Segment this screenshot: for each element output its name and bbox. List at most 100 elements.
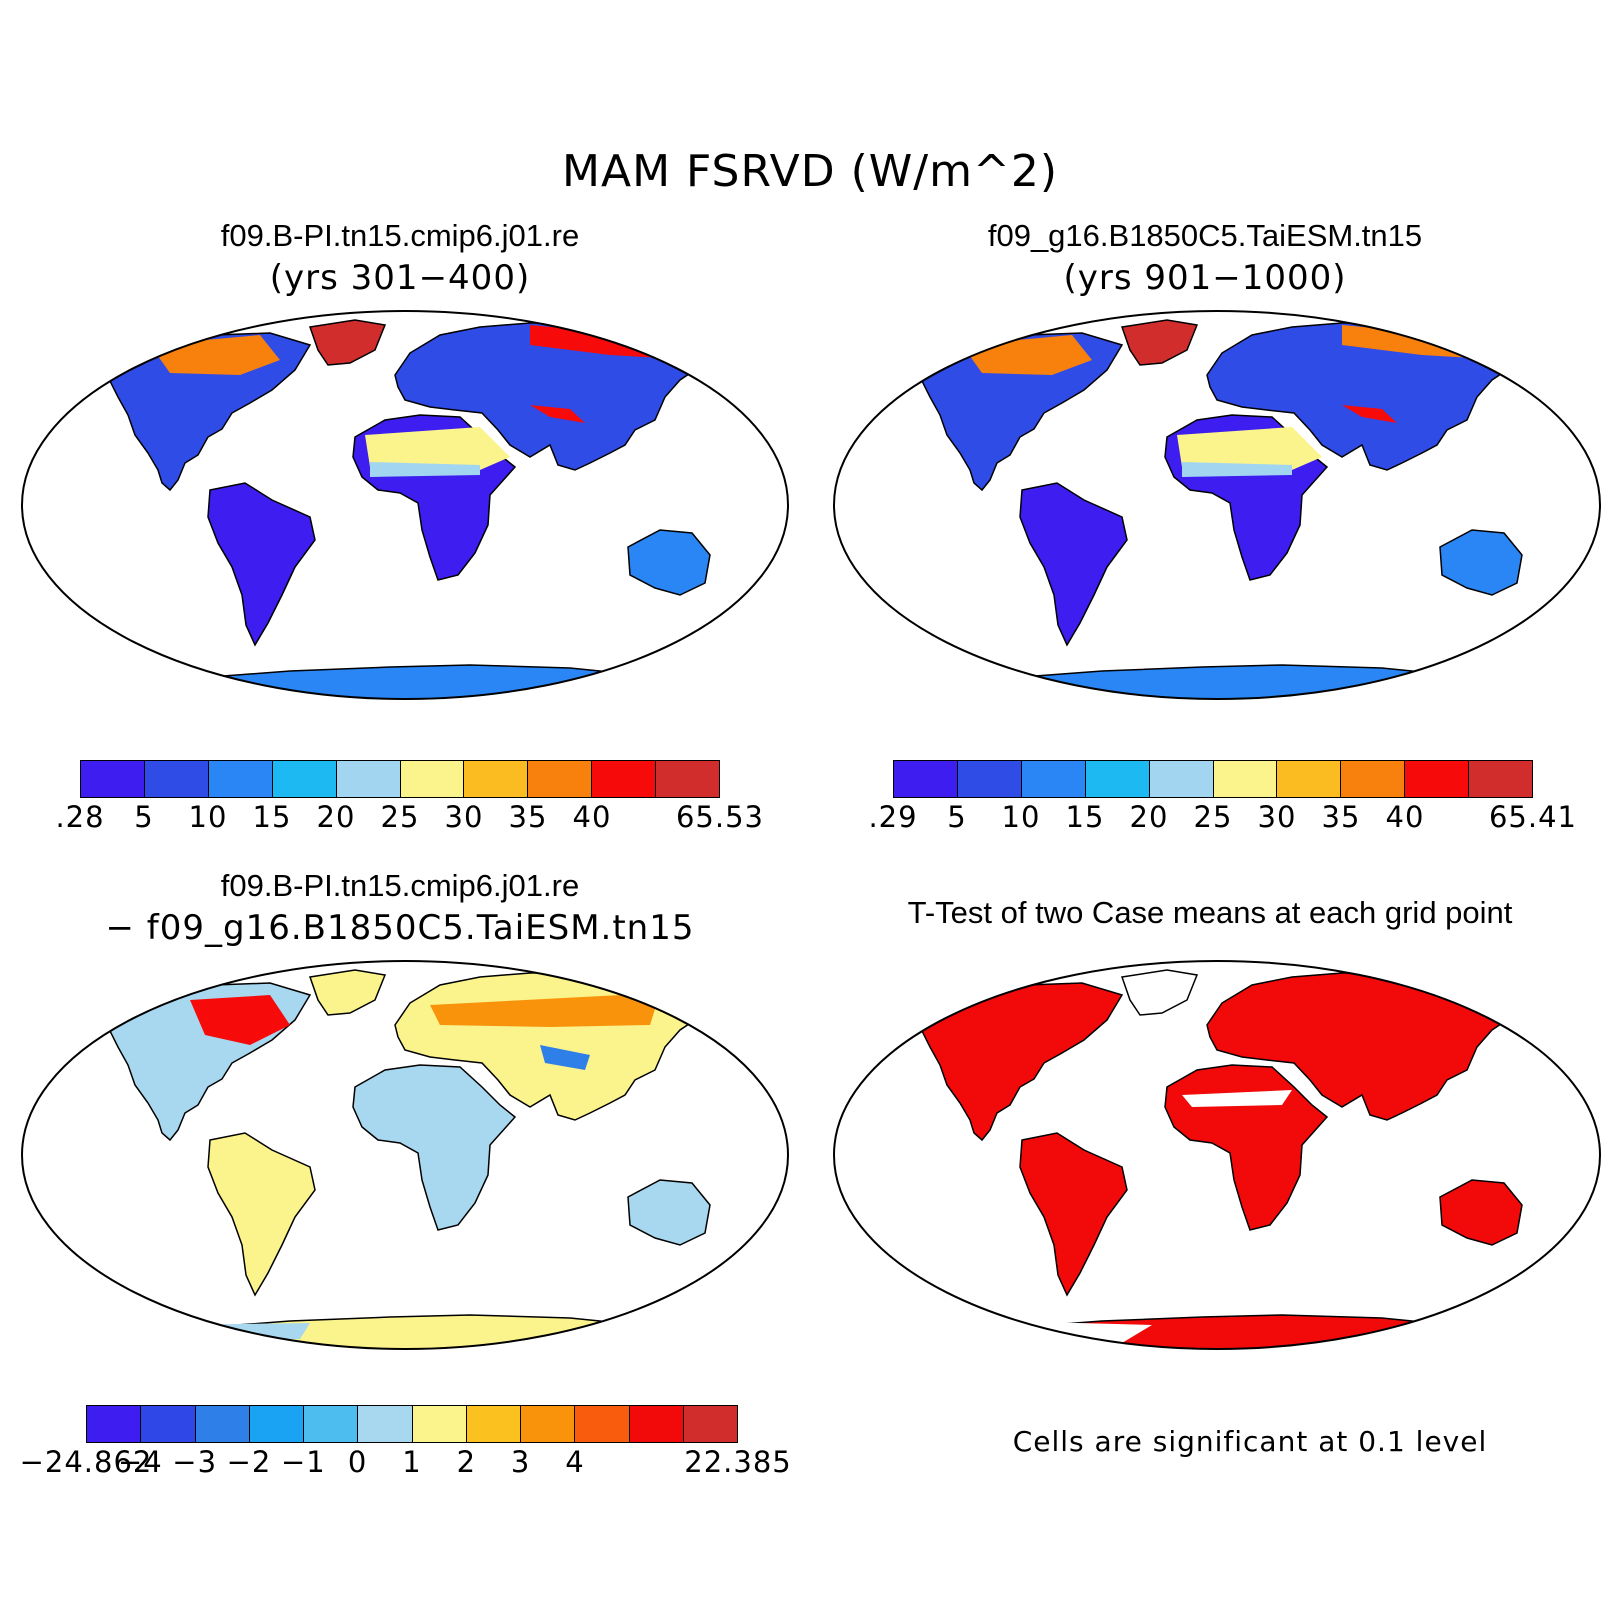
colorbar-segment xyxy=(249,1406,304,1442)
map-border xyxy=(833,310,1601,700)
panel-1-map xyxy=(21,310,789,700)
land-australia xyxy=(1439,1179,1523,1246)
colorbar-tick-label: 10 xyxy=(188,800,228,834)
colorbar-tick-label: 15 xyxy=(1065,800,1105,834)
panel-1-subtitle: (yrs 301−400) xyxy=(269,258,531,298)
colorbar-tick-label: 15 xyxy=(252,800,292,834)
colorbar-segment xyxy=(1341,761,1406,797)
land-australia xyxy=(627,1179,711,1246)
colorbar-segment xyxy=(1277,761,1342,797)
colorbar-tick-label: 20 xyxy=(1129,800,1169,834)
colorbar-segment xyxy=(272,761,337,797)
colorbar-tick-label: .29 xyxy=(868,800,918,834)
colorbar-tick-label: 1 xyxy=(402,1445,422,1479)
land-na xyxy=(919,982,1124,1142)
colorbar-segment xyxy=(575,1406,630,1442)
land-greenland xyxy=(1120,969,1199,1016)
panel-4-note: Cells are significant at 0.1 level xyxy=(1012,1425,1488,1458)
colorbar-segment xyxy=(1405,761,1470,797)
colorbar-tick-label: −2 xyxy=(226,1445,272,1479)
panel-2-map xyxy=(833,310,1601,700)
canada-anomaly-region xyxy=(190,995,290,1045)
colorbar-segment xyxy=(957,761,1022,797)
colorbar-tick-label: 25 xyxy=(1193,800,1233,834)
land-layer xyxy=(107,969,711,1349)
colorbar-segment xyxy=(81,761,145,797)
sahel-region xyxy=(370,462,480,477)
land-sa xyxy=(1019,482,1128,647)
sahara-nonsignificant-region xyxy=(1182,1090,1292,1107)
land-sa xyxy=(207,1132,316,1297)
colorbar-tick-label: −1 xyxy=(280,1445,326,1479)
map-border xyxy=(21,960,789,1350)
colorbar-segment xyxy=(304,1406,359,1442)
colorbar-segment xyxy=(208,761,273,797)
colorbar-tick-label: 25 xyxy=(380,800,420,834)
colorbar-tick-label: 5 xyxy=(947,800,967,834)
colorbar-segment xyxy=(1021,761,1086,797)
colorbar-tick-label: 30 xyxy=(444,800,484,834)
panel-4-map xyxy=(833,960,1601,1350)
colorbar-tick-label: 10 xyxy=(1001,800,1041,834)
colorbar-segment xyxy=(1469,761,1533,797)
colorbar-tick-label: 2 xyxy=(456,1445,477,1479)
land-layer xyxy=(919,969,1523,1349)
main-title: MAM FSRVD (W/m^2) xyxy=(562,146,1058,197)
colorbar-segment xyxy=(592,761,657,797)
colorbar-tick-label: 22.385 xyxy=(684,1445,792,1479)
tibet-region xyxy=(1342,405,1397,423)
land-sa xyxy=(207,482,316,647)
eurasia-anomaly-region xyxy=(430,993,660,1027)
sahara-region xyxy=(365,427,510,470)
colorbar-segment xyxy=(656,761,720,797)
land-sa xyxy=(1019,1132,1128,1297)
colorbar-segment xyxy=(195,1406,250,1442)
colorbar-tick-label: 30 xyxy=(1257,800,1297,834)
panel-3-title: f09.B-PI.tn15.cmip6.j01.re xyxy=(220,868,580,903)
panel-1-colorbar-ticks: .28 5 10 15 20 25 30 35 40 65.53 xyxy=(55,800,763,840)
panel-1-colorbar xyxy=(80,760,720,798)
map-border xyxy=(21,310,789,700)
colorbar-segment xyxy=(1085,761,1150,797)
colorbar-tick-label: 3 xyxy=(510,1445,531,1479)
land-australia xyxy=(627,529,711,596)
land-na xyxy=(919,332,1124,492)
colorbar-tick-label: 4 xyxy=(565,1445,585,1479)
colorbar-tick-label: 5 xyxy=(134,800,154,834)
colorbar-tick-label: 20 xyxy=(316,800,356,834)
land-greenland xyxy=(1120,319,1199,366)
panel-4-title: T-Test of two Case means at each grid po… xyxy=(907,895,1513,930)
colorbar-segment xyxy=(521,1406,576,1442)
colorbar-segment xyxy=(141,1406,196,1442)
colorbar-tick-label: 65.53 xyxy=(675,800,765,834)
colorbar-segment xyxy=(1213,761,1278,797)
colorbar-segment xyxy=(400,761,465,797)
land-layer xyxy=(919,319,1523,699)
panel-3-map xyxy=(21,960,789,1350)
panel-2-colorbar-ticks: .29 5 10 15 20 25 30 35 40 65.41 xyxy=(868,800,1576,840)
land-africa xyxy=(352,1064,517,1231)
colorbar-segment xyxy=(358,1406,413,1442)
sahara-region xyxy=(1177,427,1322,470)
sahel-region xyxy=(1182,462,1292,477)
colorbar-tick-label: .28 xyxy=(55,800,105,834)
panel-2-subtitle: (yrs 901−1000) xyxy=(1063,258,1347,298)
colorbar-tick-label: 35 xyxy=(1321,800,1361,834)
colorbar-tick-label: 35 xyxy=(508,800,548,834)
land-australia xyxy=(1439,529,1523,596)
panel-3-colorbar-ticks: −24.862 −4 −3 −2 −1 0 1 2 3 4 22.385 xyxy=(20,1445,791,1485)
colorbar-segment xyxy=(683,1406,737,1442)
colorbar-segment xyxy=(1149,761,1214,797)
colorbar-segment xyxy=(528,761,593,797)
colorbar-tick-label: 40 xyxy=(572,800,612,834)
colorbar-segment xyxy=(87,1406,142,1442)
colorbar-segment xyxy=(894,761,958,797)
colorbar-tick-label: 40 xyxy=(1385,800,1425,834)
colorbar-segment xyxy=(336,761,401,797)
colorbar-segment xyxy=(464,761,529,797)
colorbar-segment xyxy=(629,1406,684,1442)
colorbar-segment xyxy=(466,1406,521,1442)
colorbar-tick-label: −24.862 xyxy=(19,1445,153,1479)
panel-2-title: f09_g16.B1850C5.TaiESM.tn15 xyxy=(987,218,1423,253)
panel-3-colorbar xyxy=(86,1405,738,1443)
